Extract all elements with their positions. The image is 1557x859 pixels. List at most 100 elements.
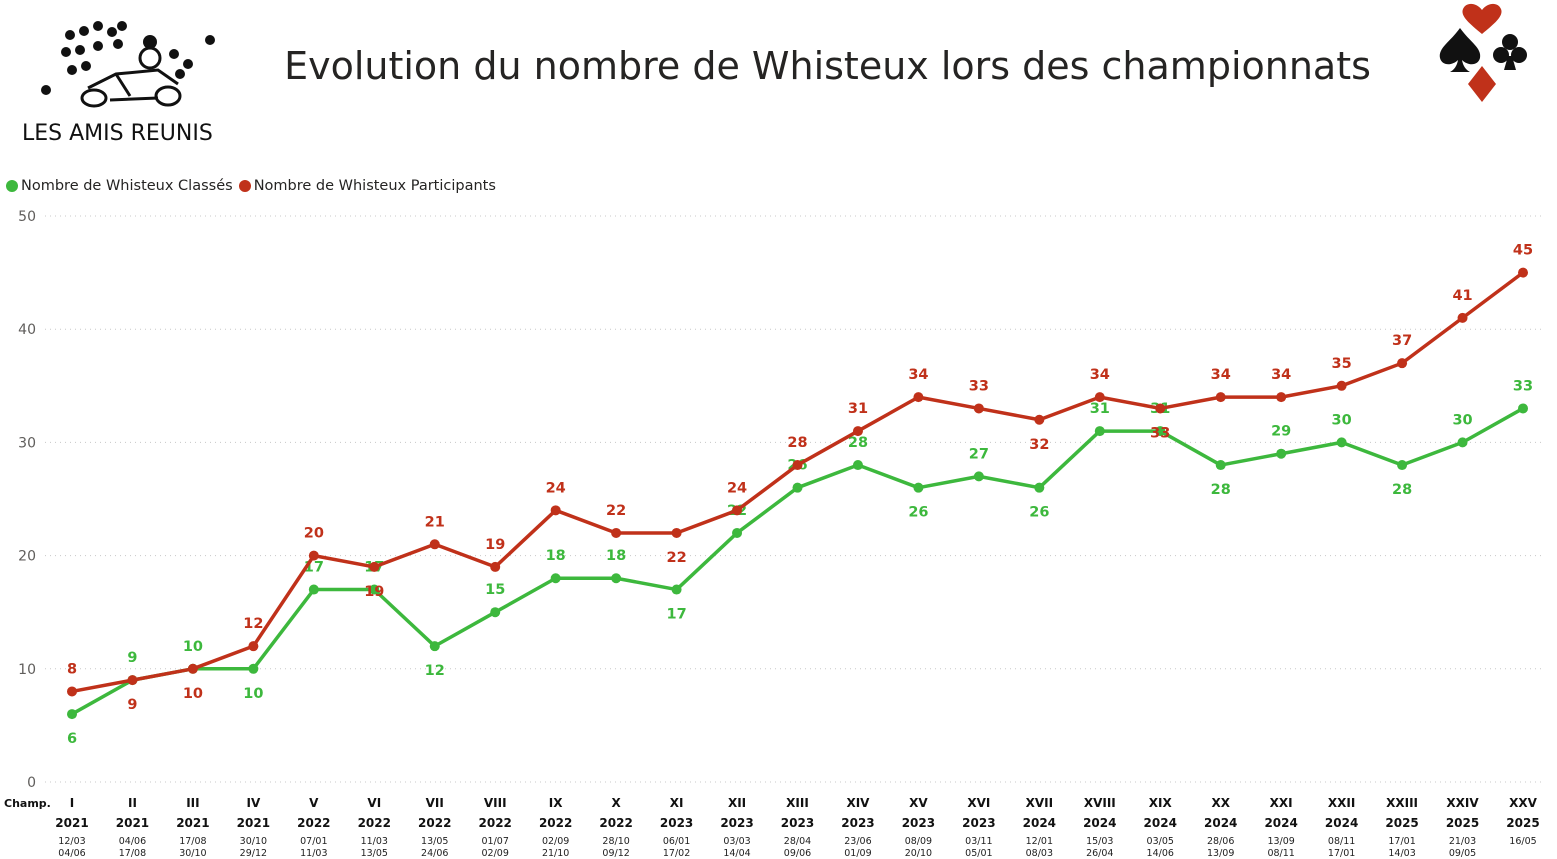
data-point[interactable] [732,527,743,538]
legend-marker-classes [6,180,18,192]
data-label: 9 [127,697,137,713]
data-point[interactable] [973,471,984,482]
data-point[interactable] [1518,403,1528,414]
club-icon [1493,34,1527,70]
x-tick-roman: XXI [1270,796,1293,810]
heart-icon [1462,3,1502,34]
data-point[interactable] [973,403,984,414]
data-point[interactable] [1276,392,1287,403]
data-label: 31 [1090,401,1110,417]
data-point[interactable] [852,426,863,437]
data-point[interactable] [429,641,440,652]
x-tick-roman: VIII [484,796,507,810]
data-label: 28 [787,435,807,451]
data-point[interactable] [248,641,259,652]
x-tick-date-end: 24/06 [421,848,448,859]
data-point[interactable] [1215,460,1226,471]
x-tick-roman: X [611,796,621,810]
series-line-participants [71,271,1525,694]
x-tick-date-start: 28/06 [1207,836,1234,847]
x-tick-year: 2021 [116,816,149,830]
data-point[interactable] [1094,426,1105,437]
data-point[interactable] [369,584,380,595]
logo-text: LES AMIS REUNIS [22,121,213,146]
data-point[interactable] [248,663,259,674]
x-tick-date-end: 13/05 [361,848,388,859]
data-label: 31 [848,401,868,417]
x-tick-roman: XV [909,796,928,810]
data-point[interactable] [1397,358,1408,369]
data-point[interactable] [490,561,501,572]
card-suits-logo [1439,3,1527,102]
data-point[interactable] [1336,380,1347,391]
data-point[interactable] [1155,403,1166,414]
data-point[interactable] [550,505,561,516]
data-point[interactable] [429,539,440,550]
legend-item-classes[interactable]: Nombre de Whisteux Classés [6,178,233,194]
data-label: 33 [1150,425,1170,441]
data-point[interactable] [671,584,682,595]
x-tick-roman: IV [246,796,260,810]
x-tick-date-end: 09/05 [1449,848,1476,859]
x-tick-roman: VI [367,796,381,810]
data-point[interactable] [67,686,77,697]
data-label: 22 [606,503,626,519]
x-tick-date-end: 13/09 [1207,848,1234,859]
data-label: 15 [485,582,505,598]
x-tick-roman: II [128,796,137,810]
data-point[interactable] [550,573,561,584]
data-point[interactable] [308,550,319,561]
x-tick-year: 2025 [1385,816,1418,830]
data-point[interactable] [187,663,198,674]
data-point[interactable] [127,675,138,686]
data-label: 19 [485,537,505,553]
data-point[interactable] [1034,482,1045,493]
legend-marker-participants [238,180,251,192]
data-point[interactable] [671,527,682,538]
data-point[interactable] [1094,392,1105,403]
x-tick-date-start: 07/01 [300,836,327,847]
data-point[interactable] [1457,312,1468,323]
data-point[interactable] [792,482,803,493]
data-label: 26 [1029,505,1049,521]
x-tick-date-start: 03/05 [1147,836,1174,847]
data-label: 30 [1332,412,1352,428]
x-tick-date-start: 01/07 [482,836,509,847]
data-label: 9 [127,650,137,666]
data-point[interactable] [1336,437,1347,448]
legend-item-participants[interactable]: Nombre de Whisteux Participants [238,178,496,194]
x-tick-date-start: 16/05 [1509,836,1536,847]
data-label: 22 [666,550,686,566]
data-point[interactable] [490,607,501,618]
kart-icon [80,46,182,108]
data-point[interactable] [611,573,622,584]
data-point[interactable] [732,505,743,516]
x-tick-roman: I [70,796,74,810]
data-point[interactable] [1215,392,1226,403]
x-tick-date-start: 02/09 [542,836,569,847]
x-tick-date-end: 20/10 [905,848,932,859]
x-tick-roman: XXIII [1386,796,1418,810]
data-point[interactable] [1397,460,1408,471]
data-point[interactable] [913,392,924,403]
data-point[interactable] [611,527,622,538]
data-label: 34 [1271,367,1291,383]
data-point[interactable] [1457,437,1468,448]
x-tick-roman: XVI [967,796,990,810]
data-point[interactable] [852,460,863,471]
data-point[interactable] [369,561,380,572]
data-point[interactable] [67,709,77,720]
data-label: 20 [304,526,324,542]
data-point[interactable] [1518,267,1528,278]
data-point[interactable] [792,460,803,471]
data-point[interactable] [1276,448,1287,459]
data-point[interactable] [1155,426,1166,437]
data-point[interactable] [913,482,924,493]
data-label: 33 [969,378,989,394]
x-tick-date-start: 06/01 [663,836,690,847]
x-tick-year: 2024 [1083,816,1116,830]
data-point[interactable] [308,584,319,595]
data-point[interactable] [1034,414,1045,425]
x-tick-roman: XIV [846,796,870,810]
x-tick-roman: XII [728,796,746,810]
